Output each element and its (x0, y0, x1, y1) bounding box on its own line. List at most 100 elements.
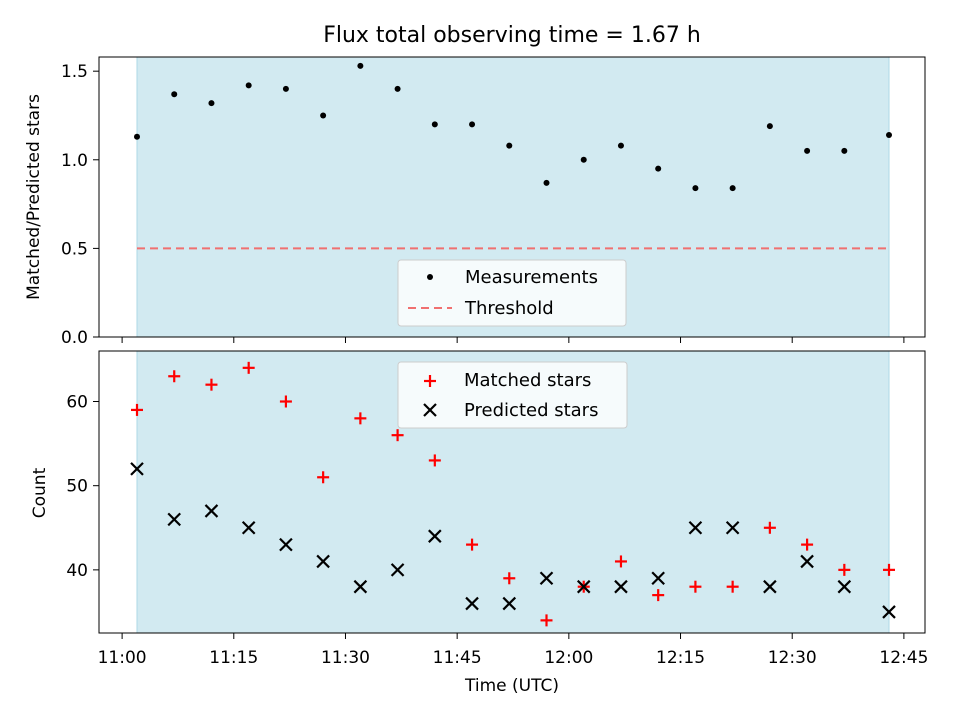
bottom-panel: 40 50 60 11:00 11:15 11:30 11:45 12:00 12:15 12:… (30, 350, 928, 696)
legend-predicted-label: Predicted stars (464, 400, 598, 421)
x-tick-label: 11:30 (321, 648, 370, 668)
matched-star-point (466, 538, 479, 551)
predicted-star-point (353, 579, 368, 594)
bottom-legend: Matched stars Predicted stars (397, 361, 628, 429)
x-tick-label: 11:45 (433, 648, 482, 668)
x-tick-label: 12:15 (656, 648, 705, 668)
matched-star-point (391, 429, 404, 442)
predicted-star-point (800, 554, 814, 569)
matched-star-point (205, 378, 218, 391)
legend-measurements-marker (427, 274, 433, 280)
bottom-y-tick-label: 40 (66, 561, 88, 581)
matched-star-point (428, 454, 441, 467)
predicted-star-point (390, 563, 405, 577)
top-y-tick-label: 1.0 (61, 151, 88, 171)
measurement-point (655, 165, 662, 172)
legend-predicted-marker (423, 403, 437, 417)
measurement-point (208, 100, 215, 107)
measurement-point (394, 85, 401, 92)
bottom-y-tick-label: 60 (66, 393, 88, 413)
legend-matched-label: Matched stars (464, 370, 591, 391)
matched-star-point (354, 412, 367, 425)
matched-star-point (242, 361, 255, 374)
predicted-star-point (539, 571, 554, 586)
x-tick-label: 12:45 (879, 648, 928, 668)
measurement-point (729, 185, 736, 192)
matched-star-point (838, 563, 851, 576)
predicted-star-point (465, 596, 479, 611)
matched-star-point (540, 614, 553, 627)
bottom-x-ticks: 11:00 11:15 11:30 11:45 12:00 12:15 12:30 12:45 (98, 633, 928, 668)
legend-matched-marker (424, 375, 436, 387)
measurement-point (804, 147, 811, 154)
predicted-star-point (502, 596, 517, 611)
matched-star-point (614, 555, 627, 568)
top-legend: Measurements Threshold (397, 259, 627, 327)
top-panel: 0.0 0.5 1.0 1.5 Flux total observing time =… (24, 23, 926, 348)
predicted-star-point (130, 462, 144, 476)
top-x-ticks (121, 337, 905, 343)
measurement-point (320, 112, 327, 119)
matched-star-point (689, 580, 702, 593)
measurement-point (282, 85, 289, 92)
matched-star-point (279, 395, 292, 408)
predicted-star-point (763, 579, 777, 594)
predicted-star-point (279, 537, 293, 552)
matched-star-point (883, 563, 895, 576)
measurement-point (617, 142, 624, 149)
matched-star-point (168, 370, 181, 383)
predicted-star-point (204, 504, 219, 518)
measurement-point (469, 121, 476, 128)
chart-title: Flux total observing time = 1.67 h (323, 23, 701, 48)
measurement-points (134, 62, 892, 192)
matched-star-point (763, 521, 776, 534)
top-y-tick-label: 0.5 (61, 239, 88, 259)
x-tick-label: 11:00 (98, 648, 147, 668)
measurement-point (580, 156, 587, 163)
measurement-point (134, 133, 140, 140)
predicted-star-point (428, 529, 442, 543)
measurement-point (766, 123, 773, 130)
legend-threshold-label: Threshold (464, 298, 554, 319)
predicted-stars-points (130, 462, 896, 619)
measurement-point (431, 121, 438, 128)
top-y-tick-label: 1.5 (61, 62, 88, 82)
x-tick-label: 11:15 (209, 648, 258, 668)
predicted-star-point (725, 520, 740, 535)
matched-star-point (503, 572, 516, 585)
top-legend-box (397, 259, 627, 327)
measurement-point (692, 185, 699, 192)
top-y-tick-label: 0.0 (61, 328, 88, 348)
matched-star-point (131, 403, 143, 416)
predicted-star-point (837, 579, 852, 594)
measurement-point (245, 82, 252, 89)
bottom-legend-box (397, 361, 628, 429)
predicted-star-point (316, 554, 330, 569)
predicted-star-point (167, 512, 182, 527)
bottom-y-axis-label: Count (30, 467, 50, 518)
measurement-point (357, 62, 364, 69)
measurement-point (543, 179, 550, 186)
predicted-star-point (614, 579, 628, 594)
bottom-y-ticks: 40 50 60 (66, 393, 99, 581)
x-tick-label: 12:30 (768, 648, 817, 668)
bottom-y-tick-label: 50 (66, 477, 88, 497)
top-y-axis-label: Matched/Predicted stars (24, 94, 44, 300)
predicted-star-point (688, 520, 703, 535)
predicted-star-point (882, 605, 896, 619)
predicted-star-point (576, 579, 591, 594)
top-frame (98, 56, 926, 338)
bottom-frame (98, 350, 926, 634)
measurement-point (886, 131, 892, 138)
top-y-ticks: 0.0 0.5 1.0 1.5 (61, 62, 99, 348)
measurement-point (506, 142, 513, 149)
matched-star-point (726, 580, 739, 593)
predicted-star-point (241, 520, 256, 535)
matched-star-point (652, 589, 665, 602)
measurement-point (841, 147, 848, 154)
matched-stars-points (131, 361, 895, 627)
measurement-point (171, 91, 178, 98)
legend-measurements-label: Measurements (465, 267, 598, 288)
matched-star-point (801, 538, 814, 551)
